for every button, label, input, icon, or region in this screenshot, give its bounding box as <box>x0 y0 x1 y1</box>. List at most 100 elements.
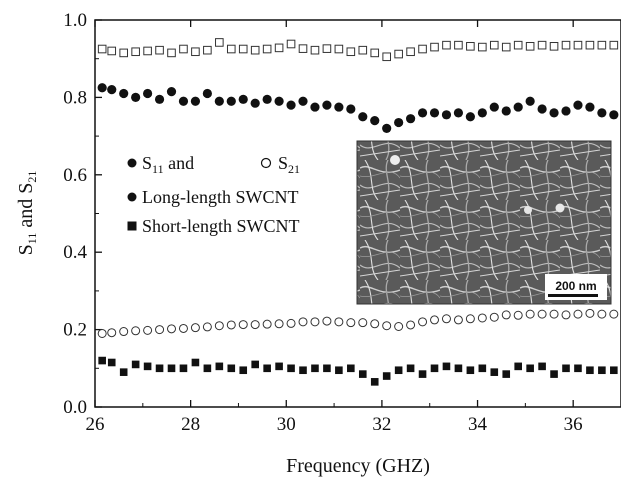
series-2-point <box>501 310 511 320</box>
series-2-point <box>143 325 153 335</box>
series-2-point <box>394 322 404 332</box>
series-2-point <box>382 321 392 331</box>
series-2-point <box>549 309 559 319</box>
legend-marker-s11 <box>127 158 137 168</box>
series-3-point <box>538 362 546 371</box>
series-3-point <box>167 364 176 373</box>
series-1-point <box>453 108 464 118</box>
series-3-point <box>299 366 307 375</box>
sem-particle <box>524 206 532 214</box>
series-2-point <box>525 309 535 319</box>
series-2-point <box>597 309 607 319</box>
series-2-point <box>226 320 236 330</box>
y-tick-label: 0.6 <box>63 165 87 186</box>
series-3-point <box>119 368 128 376</box>
series-0-point <box>97 44 107 54</box>
series-1-point <box>143 88 153 99</box>
series-1-point <box>262 94 272 104</box>
series-3-point <box>418 370 427 378</box>
series-0-point <box>418 44 427 54</box>
series-0-point <box>382 52 391 62</box>
series-3-point <box>323 364 331 373</box>
series-0-point <box>394 49 403 59</box>
series-2-point <box>477 313 487 323</box>
series-0-point <box>119 48 128 58</box>
series-1-point <box>561 106 571 116</box>
series-0-point <box>370 48 380 58</box>
series-1-point <box>465 112 475 122</box>
series-1-point <box>226 96 236 106</box>
legend-marker-s21 <box>260 157 272 169</box>
series-0-point <box>250 45 260 55</box>
series-0-point <box>298 44 308 53</box>
series-0-point <box>107 46 117 56</box>
series-0-point <box>310 45 320 55</box>
series-1-point <box>119 88 129 99</box>
series-2-point <box>370 319 380 329</box>
series-0-point <box>430 42 439 52</box>
series-1-point <box>537 104 547 114</box>
series-1-point <box>178 96 189 106</box>
series-2-point <box>609 309 619 319</box>
series-3-point <box>239 366 248 375</box>
series-1-point <box>406 114 416 124</box>
x-tick-label: 34 <box>468 414 488 435</box>
series-3-point <box>562 364 570 373</box>
series-1-point <box>429 108 440 118</box>
x-tick-label: 32 <box>372 414 391 435</box>
data-marks <box>97 38 619 386</box>
series-0-point <box>179 44 188 54</box>
series-0-point <box>226 44 236 54</box>
series-3-point <box>370 378 379 386</box>
series-0-point <box>322 44 332 53</box>
series-3-point <box>382 372 391 380</box>
series-3-point <box>275 362 283 371</box>
series-3-point <box>347 364 355 373</box>
series-3-point <box>610 366 618 375</box>
series-1-point <box>549 108 559 118</box>
series-1-point <box>298 96 308 106</box>
series-3-point <box>454 364 463 373</box>
series-3-point <box>526 364 534 373</box>
series-1-point <box>166 86 177 97</box>
series-0-point <box>525 42 535 51</box>
series-2-point <box>322 316 332 326</box>
series-1-point <box>382 123 392 133</box>
sem-particle <box>555 203 565 213</box>
series-2-point <box>97 328 107 338</box>
series-0-point <box>203 45 212 55</box>
legend-entry-s11: S11 and <box>142 153 194 176</box>
y-axis-title: S11 and S21 <box>15 171 39 256</box>
series-2-point <box>430 315 440 325</box>
series-2-point <box>561 310 571 320</box>
series-1-point <box>107 85 117 95</box>
series-3-point <box>586 366 594 375</box>
series-0-point <box>537 40 547 50</box>
series-1-point <box>597 108 607 118</box>
series-0-point <box>573 40 583 50</box>
series-0-point <box>274 43 284 53</box>
series-0-point <box>501 42 511 52</box>
series-2-point <box>334 317 344 327</box>
scale-bar <box>548 294 598 297</box>
series-2-point <box>453 315 463 325</box>
x-tick-label: 26 <box>86 414 105 435</box>
series-3-point <box>514 362 522 371</box>
series-3-point <box>287 364 295 373</box>
legend-entry-short: Short-length SWCNT <box>142 216 300 236</box>
series-0-point <box>513 40 523 50</box>
series-0-point <box>334 44 344 54</box>
series-1-point <box>370 116 380 126</box>
y-tick-label: 0.2 <box>63 320 87 341</box>
series-1-point <box>97 83 107 93</box>
series-3-point <box>358 370 367 378</box>
series-2-point <box>155 325 165 335</box>
series-3-point <box>251 360 259 369</box>
series-1-point <box>250 98 260 108</box>
series-2-point <box>119 327 129 337</box>
series-2-point <box>310 317 320 327</box>
series-3-point <box>143 362 152 371</box>
series-0-point <box>358 45 368 55</box>
series-2-point <box>489 312 499 322</box>
series-1-point <box>477 108 487 118</box>
